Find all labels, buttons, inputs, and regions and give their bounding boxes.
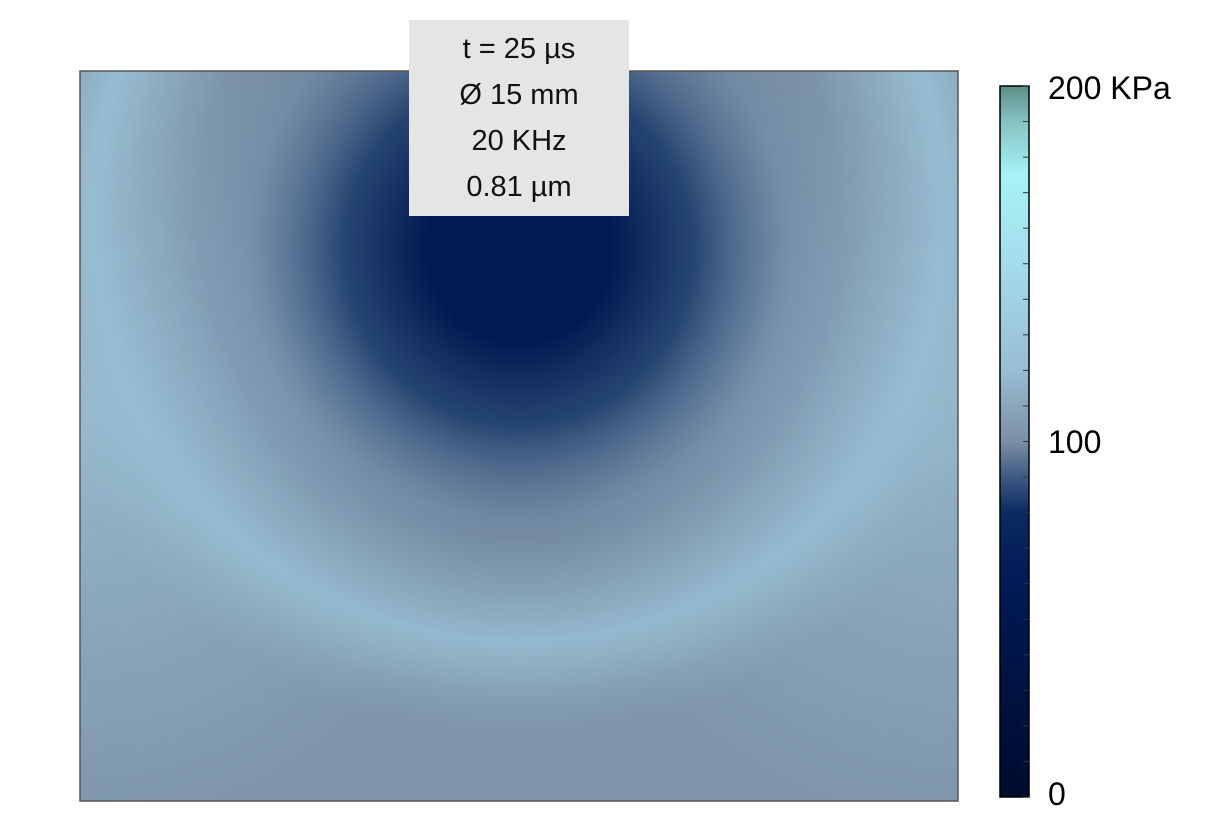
annotation-diameter: Ø 15 mm	[459, 79, 579, 111]
field-center-low	[80, 71, 958, 670]
annotation-box: t = 25 µs Ø 15 mm 20 KHz 0.81 µm	[409, 20, 629, 216]
colorbar-label-max: 200 KPa	[1048, 70, 1171, 106]
colorbar-label-min: 0	[1048, 776, 1066, 812]
annotation-time: t = 25 µs	[462, 33, 576, 65]
annotation-amplitude: 0.81 µm	[466, 171, 572, 203]
colorbar-label-mid: 100	[1048, 424, 1102, 460]
colorbar-ticks	[1023, 85, 1029, 798]
colorbar	[999, 85, 1030, 798]
annotation-frequency: 20 KHz	[471, 125, 567, 157]
